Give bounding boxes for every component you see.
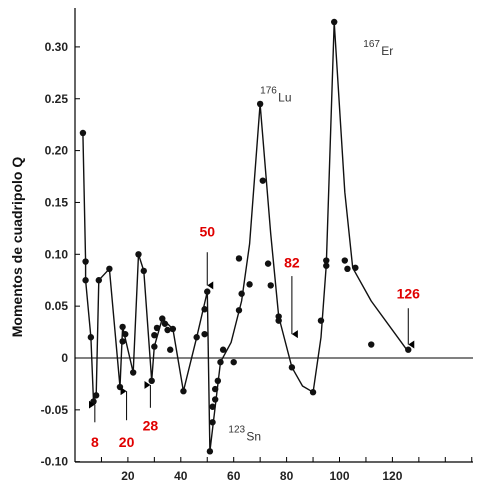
y-tick-label: -0.05 (41, 403, 69, 417)
data-point (238, 290, 245, 297)
data-point (217, 358, 224, 366)
y-tick-label: 0 (61, 351, 68, 365)
data-point (169, 325, 177, 333)
data-point (256, 100, 264, 108)
data-point (167, 346, 174, 353)
y-tick-label: 0.20 (45, 144, 69, 158)
y-tick-label: -0.10 (41, 455, 69, 469)
data-point (344, 265, 351, 273)
data-point (164, 326, 171, 334)
data-point (95, 277, 103, 284)
isotope-mass: 167 (363, 39, 380, 50)
data-point (209, 403, 216, 410)
trend-curve-layer (82, 21, 409, 452)
isotope-symbol: Er (381, 44, 393, 58)
data-point (90, 398, 97, 405)
annotations-layer: 176 Lu 167 Er 123 Sn 8 20 28 50 82 126 (88, 39, 421, 450)
data-point (323, 262, 330, 269)
data-point (264, 260, 272, 267)
data-point (153, 324, 161, 332)
x-tick-label: 80 (280, 469, 294, 483)
isotope-mass: 123 (228, 425, 245, 436)
trend-curve (82, 21, 409, 452)
data-point (129, 369, 137, 376)
data-point (405, 346, 412, 353)
data-point (87, 334, 95, 341)
data-point (246, 281, 253, 288)
plot-frame: -0.10 -0.05 0 0.05 0.10 0.15 0.20 0.25 0.30 20 40 6… (41, 8, 473, 483)
data-point (275, 317, 282, 324)
data-point (204, 288, 211, 295)
magic-number-label: 20 (119, 434, 135, 450)
y-axis-label: Momentos de cuadripolo Q (9, 157, 25, 338)
data-point (352, 264, 359, 271)
data-point (122, 330, 129, 338)
data-point (106, 265, 113, 273)
data-point (317, 317, 325, 324)
x-tick-label: 40 (174, 469, 188, 483)
isotope-symbol: Lu (278, 91, 291, 105)
data-point (119, 323, 126, 331)
x-tick-label: 60 (227, 469, 241, 483)
y-tick-label: 0.15 (45, 195, 69, 209)
data-point (209, 419, 216, 426)
data-point (79, 129, 87, 137)
x-tick-label: 20 (121, 469, 135, 483)
data-point (267, 282, 274, 289)
isotope-label: 123 Sn (228, 425, 261, 444)
isotope-mass: 176 (260, 86, 277, 97)
x-tick-label: 100 (329, 469, 349, 483)
data-point (309, 389, 317, 396)
data-point (219, 346, 227, 353)
magic-number-label: 126 (397, 286, 421, 302)
data-point (151, 343, 158, 350)
magic-number-label: 50 (199, 223, 215, 239)
data-point (206, 448, 214, 455)
isotope-label: 167 Er (363, 39, 393, 58)
data-point (211, 396, 219, 403)
data-point (230, 358, 237, 366)
data-point (331, 18, 338, 26)
data-point (140, 267, 147, 275)
data-point (214, 377, 222, 385)
data-point (368, 341, 375, 348)
magic-number-label: 28 (143, 417, 159, 433)
data-point (259, 177, 266, 184)
data-point (235, 255, 243, 262)
data-point (116, 383, 124, 391)
y-tick-label: 0.30 (45, 40, 69, 54)
data-point (161, 320, 169, 327)
data-point (341, 257, 348, 264)
data-point (180, 387, 187, 395)
magic-number-label: 82 (284, 255, 300, 271)
x-tick-label: 120 (382, 469, 402, 483)
data-point (288, 364, 296, 371)
data-point (323, 257, 330, 264)
data-point (135, 251, 142, 258)
isotope-label: 176 Lu (260, 86, 291, 105)
data-point (151, 331, 158, 339)
data-point (211, 385, 219, 393)
data-point (159, 315, 166, 322)
data-point (201, 330, 208, 338)
data-point (119, 338, 126, 345)
y-tick-label: 0.10 (45, 247, 69, 261)
data-point (82, 258, 89, 265)
y-tick-label: 0.25 (45, 92, 69, 106)
y-tick-label: 0.05 (45, 299, 69, 313)
isotope-symbol: Sn (246, 430, 261, 444)
data-point (82, 277, 89, 284)
data-points-layer (79, 18, 412, 455)
magic-number-label: 8 (91, 434, 99, 450)
data-point (193, 334, 200, 341)
data-point (201, 306, 208, 313)
data-point (235, 307, 243, 314)
data-point (148, 377, 155, 385)
data-point (92, 392, 100, 399)
